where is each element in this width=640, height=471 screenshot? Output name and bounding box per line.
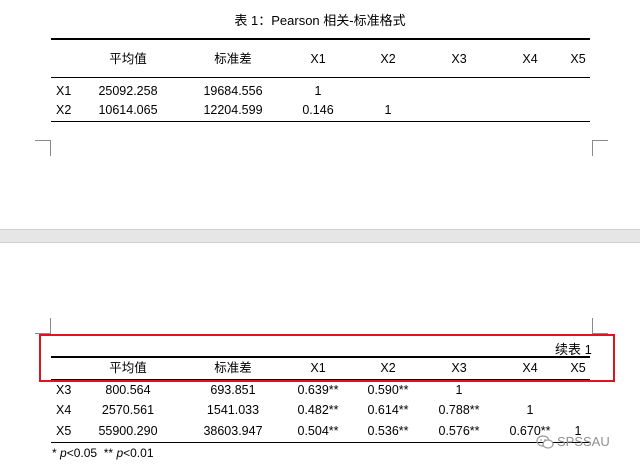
table-cont-header-sd: 标准差 [214,361,252,375]
footnote-p-var-1: p [60,446,67,460]
table-1-header-x1: X1 [310,52,326,66]
footnote-threshold-2: <0.01 [123,446,154,460]
table-cont-header-x2: X2 [380,361,396,375]
table-1-top-rule [51,38,590,40]
x2-cell: 0.590** [367,383,409,397]
row-label: X3 [56,383,72,397]
continued-table-label: 续表 1 [555,342,592,357]
document-page-1: 表 1：Pearson 相关-标准格式 平均值 标准差 X1 X2 X3 X4 … [0,0,640,229]
x1-cell: 0.146 [302,103,334,117]
mean-cell: 800.564 [105,383,151,397]
table-1-header-x5: X5 [570,52,586,66]
table-cont-top-rule [51,356,590,358]
table-cont-bottom-rule [51,442,590,443]
table-1-header-rule [51,77,590,78]
x1-cell: 0.639** [297,383,339,397]
crop-mark-left [35,140,51,156]
x3-cell: 1 [455,383,463,397]
x2-cell: 0.614** [367,403,409,417]
table-1-title: 表 1：Pearson 相关-标准格式 [234,13,406,28]
x1-cell: 1 [314,84,322,98]
footnote-symbol-1: * [52,446,57,460]
x2-cell: 1 [384,103,392,117]
table-cont-header-x5: X5 [570,361,586,375]
sd-cell: 19684.556 [203,84,263,98]
crop-mark-right-bottom [592,318,608,334]
mean-cell: 10614.065 [98,103,158,117]
table-1-header-x3: X3 [451,52,467,66]
table-1-header-sd: 标准差 [214,52,252,66]
mean-cell: 25092.258 [98,84,158,98]
table-cont-header-x4: X4 [522,361,538,375]
footnote-threshold-1: <0.05 [66,446,98,460]
x3-cell: 0.576** [438,424,480,438]
mean-cell: 2570.561 [101,403,155,417]
footnote-p-var-2: p [116,446,124,460]
row-label: X4 [56,403,72,417]
significance-footnote: * p<0.05 ** p<0.01 [52,446,154,460]
row-label: X2 [56,103,72,117]
watermark-text: SPSSAU [557,434,610,449]
x1-cell: 0.482** [297,403,339,417]
x4-cell: 0.670** [509,424,551,438]
table-1-bottom-rule [51,121,590,122]
wechat-icon [536,434,554,449]
x5-cell: 1 [574,424,582,438]
table-cont-header-mean: 平均值 [109,361,147,375]
crop-mark-left-bottom [35,318,51,334]
table-1-header-x2: X2 [380,52,396,66]
table-1-header-x4: X4 [522,52,538,66]
row-label: X1 [56,84,72,98]
sd-cell: 1541.033 [206,403,260,417]
row-label: X5 [56,424,72,438]
watermark: SPSSAU [536,434,610,449]
sd-cell: 38603.947 [203,424,263,438]
x2-cell: 0.536** [367,424,409,438]
crop-mark-right [592,140,608,156]
sd-cell: 12204.599 [203,103,263,117]
x4-cell: 1 [526,403,534,417]
sd-cell: 693.851 [210,383,256,397]
table-cont-header-x3: X3 [451,361,467,375]
mean-cell: 55900.290 [98,424,158,438]
table-1-header-mean: 平均值 [109,52,147,66]
table-cont-header-rule [51,379,590,380]
page-break-gap [0,229,640,243]
footnote-symbol-2: ** [103,446,114,460]
x3-cell: 0.788** [438,403,480,417]
table-cont-header-x1: X1 [310,361,326,375]
x1-cell: 0.504** [297,424,339,438]
